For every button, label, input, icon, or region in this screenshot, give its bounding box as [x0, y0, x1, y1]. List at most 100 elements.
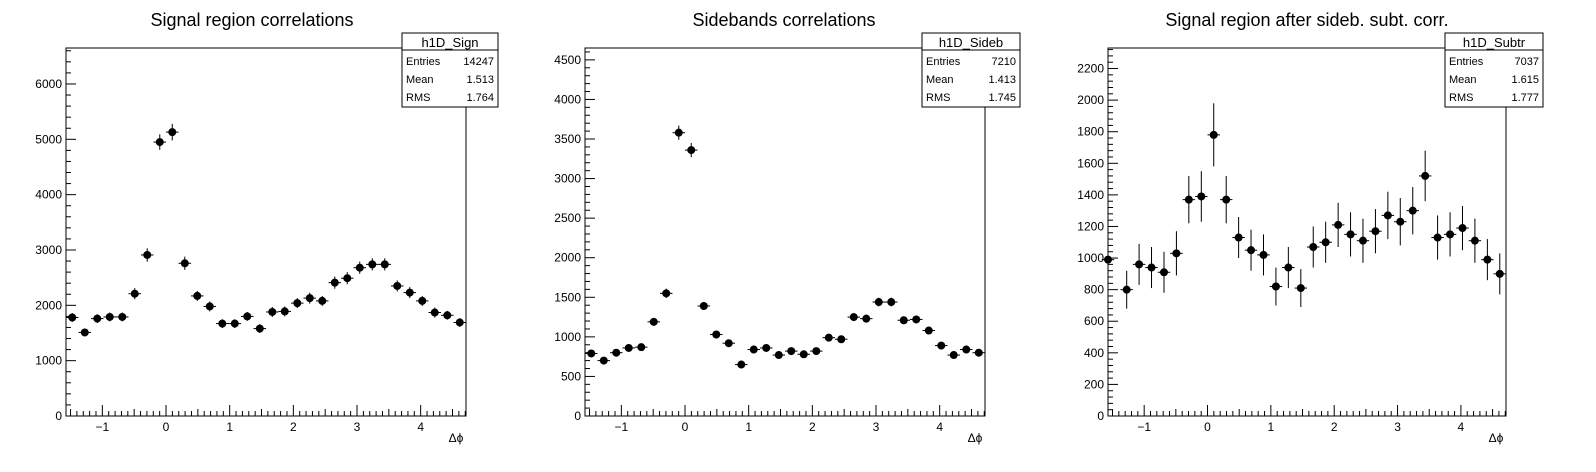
data-point: [390, 280, 404, 292]
marker: [1296, 284, 1305, 293]
marker: [1470, 236, 1479, 245]
data-point: [241, 311, 254, 321]
x-axis-label: Δϕ: [449, 431, 464, 445]
marker: [824, 333, 833, 342]
y-tick-label: 800: [1084, 283, 1104, 297]
data-point: [291, 298, 304, 309]
marker: [587, 349, 596, 358]
marker: [405, 288, 414, 297]
y-tick-label: 4500: [554, 53, 581, 67]
marker: [130, 289, 139, 298]
marker: [924, 326, 933, 335]
stats-box-frame: [401, 32, 499, 108]
data-point: [622, 343, 635, 352]
marker: [143, 250, 152, 259]
y-tick-label: 4000: [35, 188, 62, 202]
marker: [1321, 238, 1330, 247]
marker: [1135, 260, 1144, 269]
marker: [1346, 230, 1355, 239]
marker: [649, 317, 658, 326]
data-point: [1170, 231, 1183, 276]
data-point: [860, 314, 873, 323]
stats-value: 1.764: [466, 92, 494, 104]
marker: [355, 263, 364, 272]
marker: [1234, 233, 1243, 242]
data-point: [78, 328, 92, 337]
marker: [849, 313, 858, 322]
marker: [1371, 227, 1380, 236]
x-tick-label: 0: [682, 420, 689, 434]
data-point: [810, 347, 823, 356]
chart-panel-2: Sidebands correlations 0 500 1000 1500 2000 25…: [554, 10, 1021, 445]
stats-label: Mean: [406, 74, 434, 86]
x-tick-label: −1: [1137, 420, 1151, 434]
data-point: [647, 317, 661, 326]
x-axis-label: Δϕ: [968, 431, 983, 445]
marker: [1309, 243, 1318, 252]
chart-panel-3: Signal region after sideb. subt. corr. 0 2…: [1077, 10, 1544, 445]
marker: [230, 319, 239, 328]
x-tick-label: 0: [1204, 420, 1211, 434]
marker: [937, 341, 946, 350]
data-point: [635, 343, 648, 352]
stats-label: RMS: [1449, 92, 1473, 104]
data-point: [278, 306, 291, 317]
marker: [1122, 285, 1131, 294]
data-point: [1269, 267, 1283, 306]
marker: [155, 138, 164, 147]
marker: [193, 291, 202, 300]
data-point: [153, 134, 167, 150]
marker: [305, 294, 314, 303]
data-point: [378, 258, 392, 271]
data-point: [747, 345, 761, 354]
marker: [1483, 255, 1492, 264]
stats-box: h1D_Sideb Entries 7210 Mean 1.413 RMS 1.745: [921, 32, 1021, 108]
data-point: [584, 349, 598, 358]
stats-box: h1D_Sign Entries 14247 Mean 1.513 RMS 1.764: [401, 32, 499, 108]
marker: [1383, 211, 1392, 220]
data-point: [1244, 229, 1258, 271]
marker: [68, 313, 77, 322]
marker: [368, 260, 377, 269]
marker: [180, 259, 189, 268]
marker: [1259, 250, 1268, 259]
y-tick-label: 2000: [554, 251, 581, 265]
data-point: [1182, 175, 1196, 224]
marker: [749, 345, 758, 354]
data-point: [797, 350, 810, 359]
x-tick-label: 1: [1268, 420, 1275, 434]
marker: [380, 260, 389, 269]
marker: [1172, 249, 1181, 258]
x-tick-label: −1: [615, 420, 629, 434]
plot-frame: [584, 47, 986, 417]
x-tick-label: 1: [226, 420, 233, 434]
data-point: [1381, 191, 1395, 240]
y-tick-label: 3500: [554, 132, 581, 146]
data-point: [697, 301, 711, 310]
marker: [799, 350, 808, 359]
stats-value: 14247: [463, 56, 494, 68]
data-point: [1282, 247, 1295, 289]
marker: [343, 274, 352, 283]
marker: [687, 146, 696, 155]
marker: [612, 348, 621, 357]
data-point: [166, 123, 179, 141]
marker: [974, 348, 983, 357]
marker: [712, 330, 721, 339]
data-point: [659, 288, 673, 299]
data-point: [1307, 226, 1320, 268]
marker: [737, 360, 746, 369]
data-point: [353, 261, 366, 274]
marker: [624, 343, 633, 352]
y-tick-label: 1800: [1077, 125, 1104, 139]
data-point: [65, 313, 79, 322]
marker: [280, 307, 289, 316]
data-point: [416, 295, 429, 306]
x-tick-label: 4: [1458, 420, 1465, 434]
marker: [1358, 236, 1367, 245]
stats-label: RMS: [406, 92, 430, 104]
data-point: [960, 345, 973, 354]
data-point: [597, 356, 611, 365]
y-tick-label: 200: [1084, 377, 1104, 391]
data-point: [303, 292, 317, 304]
